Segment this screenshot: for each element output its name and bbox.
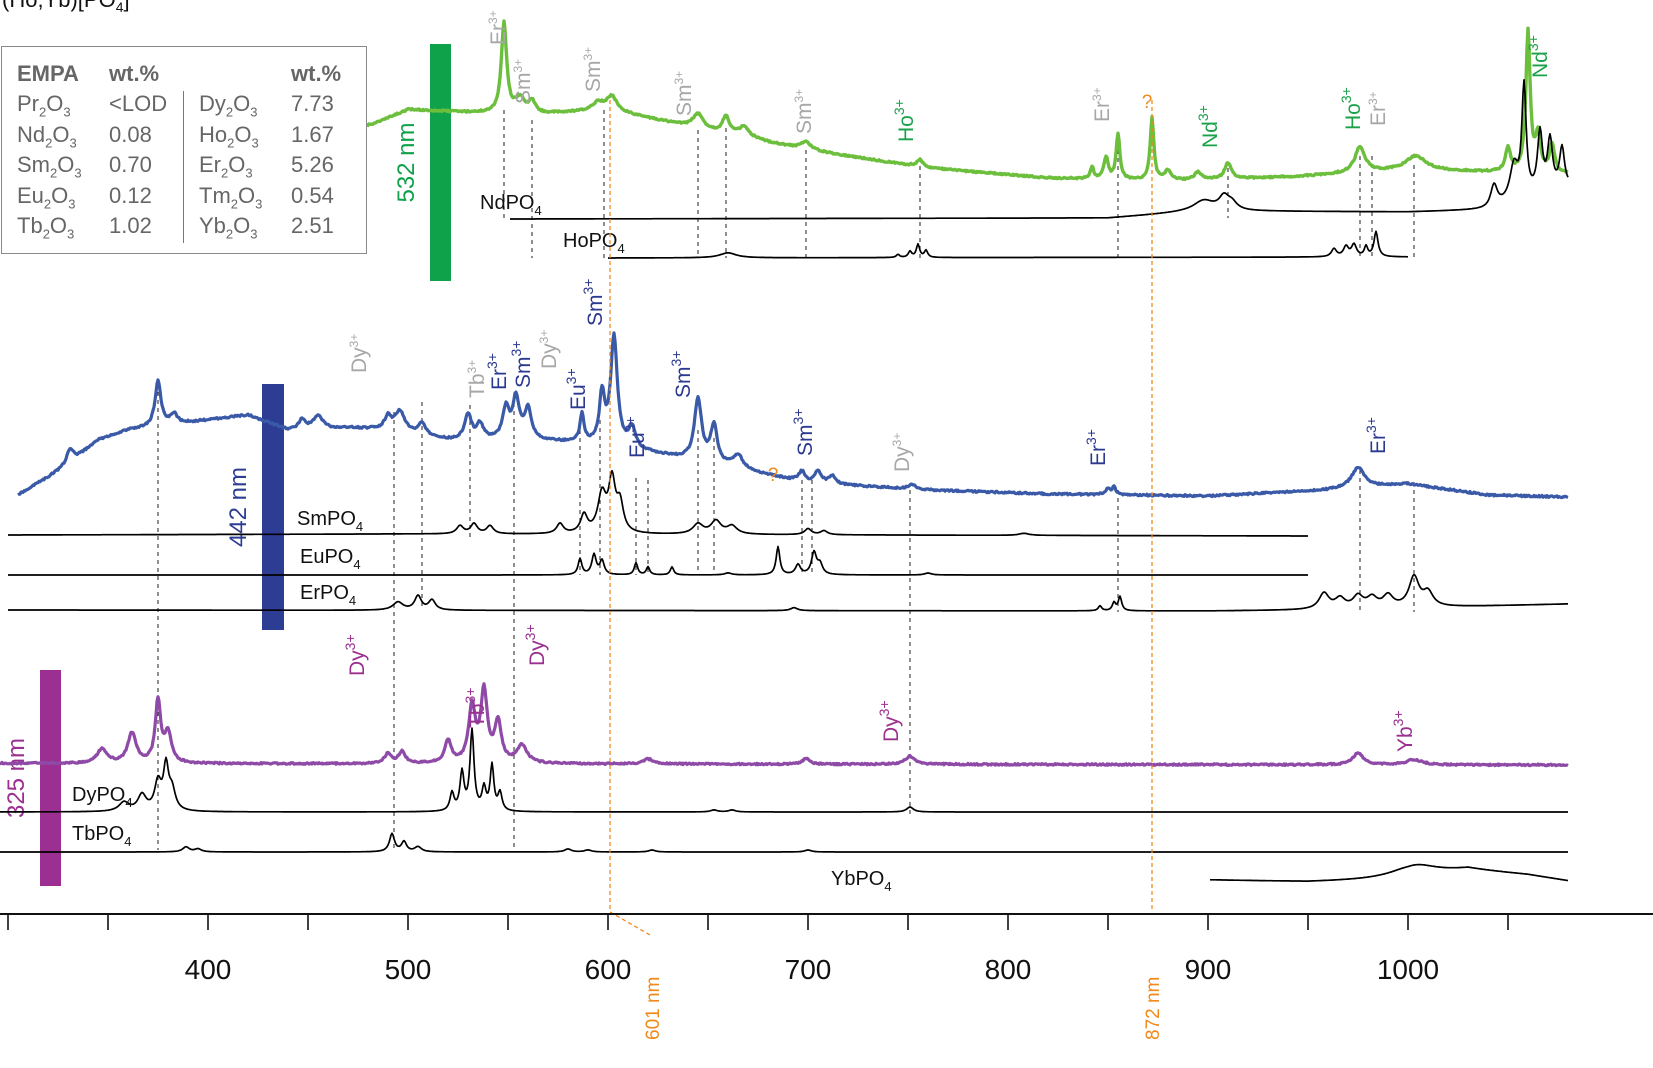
peak-label-28: Yb3+ bbox=[1390, 710, 1417, 752]
reference-label-7: YbPO4 bbox=[831, 868, 892, 894]
peak-label-11: Dy3+ bbox=[347, 334, 371, 373]
x-tick-label-800: 800 bbox=[985, 954, 1032, 985]
peak-label-12: Tb3+ bbox=[465, 360, 489, 398]
reference-label-6: TbPO4 bbox=[72, 823, 131, 849]
empa-table: EMPA wt.% wt.% Pr2O3 <LOD Nd2O3 0.08 Sm2O3 0.… bbox=[1, 46, 367, 254]
peak-label-15: Dy3+ bbox=[537, 330, 561, 369]
empa-column-divider bbox=[183, 91, 184, 243]
empa-oxide-left-1: Nd2O3 bbox=[17, 121, 77, 150]
peak-label-9: Er3+ bbox=[1366, 91, 1390, 126]
empa-value-left-4: 1.02 bbox=[109, 213, 152, 238]
reference-label-3: EuPO4 bbox=[300, 546, 361, 572]
x-tick-label-900: 900 bbox=[1185, 954, 1232, 985]
empa-value-left-1: 0.08 bbox=[109, 121, 152, 147]
laser-bar-1 bbox=[262, 384, 284, 630]
empa-oxide-left-4: Tb2O3 bbox=[17, 213, 75, 242]
peak-label-27: Dy3+ bbox=[876, 700, 903, 742]
empa-value-right-4: 2.51 bbox=[291, 213, 334, 238]
empa-value-right-0: 7.73 bbox=[291, 91, 334, 116]
peak-label-6: Er3+ bbox=[1090, 87, 1114, 122]
peak-label-13: Er3+ bbox=[484, 353, 511, 390]
empa-right-unit-header: wt.% bbox=[291, 61, 342, 86]
laser-bar-0 bbox=[430, 44, 451, 281]
x-tick-label-700: 700 bbox=[785, 954, 832, 985]
empa-oxide-right-3: Tm2O3 bbox=[199, 182, 263, 211]
peak-label-16: Eu3+ bbox=[563, 368, 590, 410]
series-dypo4 bbox=[0, 727, 1568, 813]
series-s532 bbox=[289, 19, 1569, 182]
series-eupo4 bbox=[8, 545, 1308, 576]
peak-label-21: Dy3+ bbox=[890, 433, 914, 472]
series-ndpo4 bbox=[510, 78, 1569, 220]
peak-label-0: Er3+ bbox=[486, 10, 510, 45]
empa-value-left-3: 0.12 bbox=[109, 182, 152, 208]
reference-label-0: NdPO4 bbox=[480, 192, 542, 218]
peak-label-7: Nd3+ bbox=[1195, 105, 1222, 148]
peak-label-2: Sm3+ bbox=[581, 47, 605, 92]
x-tick-label-600: 600 bbox=[585, 954, 632, 985]
empa-value-right-2: 5.26 bbox=[291, 152, 334, 177]
x-tick-label-1000: 1000 bbox=[1377, 954, 1439, 985]
empa-oxide-right-2: Er2O3 bbox=[199, 152, 253, 181]
wavelength-markers: 601 nm 872 nm bbox=[609, 100, 1164, 1040]
peak-label-24: Dy3+ bbox=[342, 634, 369, 676]
reference-label-2: SmPO4 bbox=[297, 508, 363, 534]
series-tbpo4 bbox=[0, 832, 1568, 853]
series-s442 bbox=[17, 331, 1569, 500]
peak-label-18: Eu3+ bbox=[622, 416, 649, 458]
reference-label-4: ErPO4 bbox=[300, 582, 356, 608]
laser-bar-2 bbox=[40, 670, 61, 886]
x-tick-label-500: 500 bbox=[385, 954, 432, 985]
peak-labels: Er3+Sm3+ Sm3+Sm3+Sm3+Ho3+ Er3+Nd3+ Ho3+Er3+… bbox=[342, 10, 1552, 752]
empa-oxide-left-2: Sm2O3 bbox=[17, 152, 82, 181]
x-axis: 400 500 600 700 800 900 1000 bbox=[0, 913, 1653, 985]
peak-label-5: Ho3+ bbox=[891, 99, 918, 142]
peak-label-10: Nd3+ bbox=[1525, 35, 1552, 78]
peak-label-22: Er3+ bbox=[1083, 429, 1110, 466]
empa-oxide-right-0: Dy2O3 bbox=[199, 91, 258, 120]
peak-label-19: Sm3+ bbox=[668, 351, 695, 398]
peak-label-4: Sm3+ bbox=[792, 89, 816, 134]
peak-label-17: Sm3+ bbox=[580, 279, 607, 326]
reference-label-1: HoPO4 bbox=[563, 230, 625, 256]
peak-label-20: Sm3+ bbox=[790, 409, 817, 456]
spectra-series bbox=[0, 19, 1569, 882]
marker-label-1: 872 nm bbox=[1143, 977, 1164, 1040]
series-hopo4 bbox=[608, 230, 1408, 259]
empa-value-left-2: 0.70 bbox=[109, 152, 152, 177]
question-mark-0: ? bbox=[1142, 92, 1153, 113]
series-smpo4 bbox=[8, 469, 1308, 537]
empa-oxide-right-1: Ho2O3 bbox=[199, 121, 259, 150]
laser-label-0: 532 nm bbox=[393, 122, 420, 202]
empa-value-right-3: 0.54 bbox=[291, 182, 334, 208]
marker-leader-0 bbox=[609, 911, 651, 936]
peak-label-3: Sm3+ bbox=[672, 71, 696, 116]
peak-label-25: Tb3+ bbox=[462, 688, 489, 728]
empa-oxide-left-3: Eu2O3 bbox=[17, 182, 76, 211]
series-erpo4 bbox=[8, 573, 1568, 612]
marker-label-0: 601 nm bbox=[643, 977, 664, 1040]
laser-label-2: 325 nm bbox=[3, 738, 30, 818]
question-mark-1: ? bbox=[768, 465, 779, 486]
series-s325 bbox=[0, 682, 1569, 768]
peak-label-1: Sm3+ bbox=[511, 59, 535, 104]
peak-label-14: Sm3+ bbox=[508, 341, 535, 388]
dashed-guide-lines bbox=[157, 110, 1415, 850]
empa-value-right-1: 1.67 bbox=[291, 121, 334, 147]
empa-header: EMPA bbox=[17, 61, 79, 86]
x-tick-label-400: 400 bbox=[185, 954, 232, 985]
empa-value-left-0: <LOD bbox=[109, 91, 168, 116]
empa-oxide-left-0: Pr2O3 bbox=[17, 91, 71, 120]
peak-label-26: Dy3+ bbox=[522, 624, 549, 666]
reference-labels: NdPO4 HoPO4 SmPO4 EuPO4 ErPO4 DyPO4 TbPO4 YbPO4 bbox=[72, 192, 892, 894]
empa-oxide-right-4: Yb2O3 bbox=[199, 213, 258, 242]
peak-label-23: Er3+ bbox=[1363, 417, 1390, 454]
series-ybpo4 bbox=[1209, 863, 1569, 882]
panel-label: (Ho,Yb)[PO4] bbox=[2, 0, 130, 15]
peak-label-8: Ho3+ bbox=[1338, 87, 1365, 130]
reference-label-5: DyPO4 bbox=[72, 784, 133, 810]
empa-left-unit-header: wt.% bbox=[109, 61, 160, 86]
